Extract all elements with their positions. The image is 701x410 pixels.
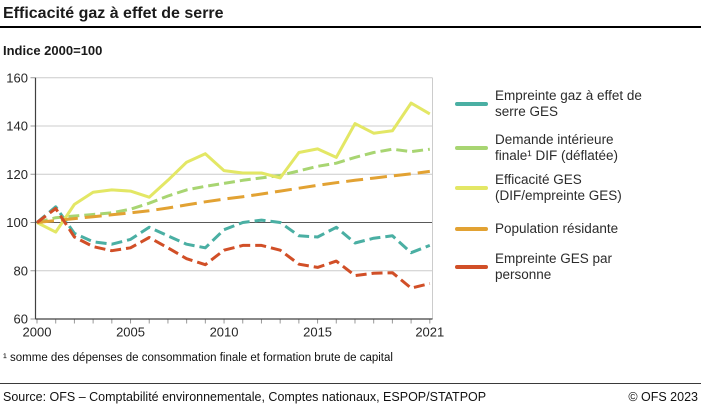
x-tick-label: 2021 bbox=[415, 325, 444, 340]
chart-area: 60 80 100 120 140 160 2000 2005 2010 2015 2021 bbox=[0, 60, 460, 360]
legend-swatch-population bbox=[455, 227, 488, 231]
legend-swatch-dif-deflatee bbox=[455, 146, 488, 150]
legend-label-efficacite-ges: Efficacité GES (DIF/empreinte GES) bbox=[495, 172, 622, 203]
legend-item-efficacite-ges: Efficacité GES (DIF/empreinte GES) bbox=[455, 172, 622, 204]
x-tick-label: 2015 bbox=[303, 325, 332, 340]
y-tick-label: 140 bbox=[6, 119, 28, 134]
y-tick-label: 160 bbox=[6, 70, 28, 85]
chart-plot: 60 80 100 120 140 160 2000 2005 2010 2015 2021 bbox=[6, 70, 444, 340]
x-tick-label: 2000 bbox=[23, 325, 52, 340]
x-tick-label: 2005 bbox=[116, 325, 145, 340]
legend-label-empreinte-ges: Empreinte gaz à effet de serre GES bbox=[495, 88, 642, 119]
page-title: Efficacité gaz à effet de serre bbox=[3, 5, 224, 22]
legend-item-dif-deflatee: Demande intérieure finale¹ DIF (déflatée) bbox=[455, 132, 618, 164]
legend-label-population: Population résidante bbox=[495, 221, 619, 236]
legend-swatch-empreinte-par-personne bbox=[455, 265, 488, 269]
series-line-efficacite-ges bbox=[36, 101, 431, 234]
legend-swatch-efficacite-ges bbox=[455, 186, 488, 190]
series-line-empreinte-ges bbox=[36, 205, 431, 255]
x-tick-label: 2010 bbox=[210, 325, 239, 340]
legend-item-population: Population résidante bbox=[455, 221, 618, 237]
footnote: ¹ somme des dépenses de consommation fin… bbox=[3, 352, 393, 364]
y-tick-label: 80 bbox=[14, 263, 28, 278]
y-tick-label: 60 bbox=[14, 312, 28, 327]
y-tick-label: 120 bbox=[6, 167, 28, 182]
y-tick-label: 100 bbox=[6, 215, 28, 230]
chart-legend: Empreinte gaz à effet de serre GES Demande… bbox=[440, 60, 698, 295]
unit-label: Indice 2000=100 bbox=[3, 43, 103, 58]
legend-item-empreinte-par-personne: Empreinte GES par personne bbox=[455, 251, 612, 283]
title-divider bbox=[0, 26, 701, 28]
legend-swatch-empreinte-ges bbox=[455, 102, 488, 106]
legend-label-empreinte-par-personne: Empreinte GES par personne bbox=[495, 251, 613, 282]
series-line-dif-deflatee bbox=[36, 147, 430, 224]
legend-item-empreinte-ges: Empreinte gaz à effet de serre GES bbox=[455, 88, 642, 120]
series-line-population bbox=[36, 169, 430, 224]
source-text: Source: OFS – Comptabilité environnement… bbox=[3, 390, 487, 404]
copyright-text: © OFS 2023 bbox=[628, 390, 698, 404]
series-line-empreinte-par-personne bbox=[36, 207, 431, 290]
footer-divider bbox=[0, 383, 701, 384]
legend-label-dif-deflatee: Demande intérieure finale¹ DIF (déflatée) bbox=[495, 132, 619, 163]
